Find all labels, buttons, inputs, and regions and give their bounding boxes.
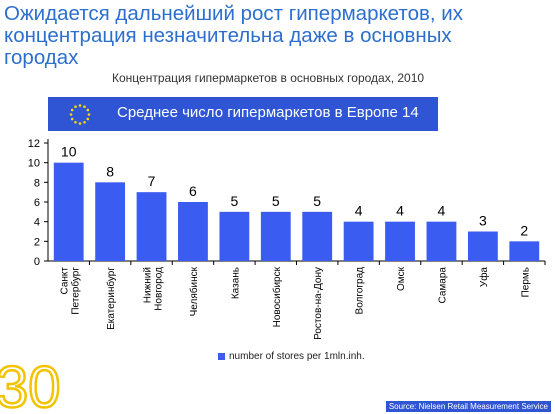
- category-label: Самара: [437, 267, 448, 304]
- y-tick-label: 0: [34, 256, 40, 268]
- y-tick-label: 8: [34, 177, 40, 189]
- category-label: Новосибирск: [271, 266, 283, 327]
- eu-star: [87, 113, 91, 116]
- category-label: Екатеринбург: [105, 267, 117, 330]
- anniversary-number: 30: [0, 355, 60, 414]
- bar: [426, 221, 457, 261]
- bar-value-label: 2: [520, 222, 528, 238]
- y-tick-label: 12: [28, 138, 40, 150]
- category-label: Волгоград: [355, 267, 366, 315]
- eu-star: [78, 122, 82, 125]
- bar-value-label: 8: [106, 163, 114, 179]
- bar-value-label: 5: [272, 193, 280, 209]
- bar: [53, 162, 84, 261]
- source-note: Source: Nielsen Retail Measurement Servi…: [385, 401, 551, 412]
- category-label: Омск: [396, 266, 407, 291]
- slide-title: Ожидается дальнейший рост гипермаркетов,…: [4, 2, 463, 69]
- bar: [95, 182, 126, 261]
- category-label: НижнийНовгород: [143, 267, 165, 311]
- europe-average-band: [48, 97, 438, 131]
- bar-value-label: 6: [189, 183, 197, 199]
- eu-star: [78, 104, 82, 107]
- y-tick-label: 2: [34, 236, 40, 248]
- anniversary-logo: 30: [0, 355, 60, 414]
- eu-star: [86, 108, 90, 112]
- eu-star: [70, 108, 74, 112]
- bar: [343, 221, 374, 261]
- bar-value-label: 7: [148, 173, 156, 189]
- y-tick-label: 4: [34, 217, 40, 229]
- eu-flag-icon: [62, 100, 98, 129]
- y-tick-label: 6: [34, 197, 40, 209]
- bar-value-label: 4: [396, 203, 404, 219]
- bar-value-label: 4: [355, 203, 363, 219]
- bar: [260, 211, 291, 261]
- bar: [302, 211, 333, 261]
- bar-value-label: 10: [61, 144, 77, 160]
- eu-star: [86, 117, 90, 121]
- category-label: Пермь: [520, 267, 531, 297]
- category-label: Казань: [230, 267, 241, 299]
- bar-value-label: 5: [230, 193, 238, 209]
- eu-star: [74, 105, 77, 109]
- eu-star: [83, 120, 86, 124]
- chart-title: Концентрация гипермаркетов в основных го…: [112, 71, 425, 85]
- bar-value-label: 5: [313, 193, 321, 209]
- bar: [219, 211, 250, 261]
- bar-value-label: 3: [479, 213, 487, 229]
- y-tick-label: 10: [28, 158, 40, 170]
- bar: [467, 231, 498, 261]
- bar: [178, 202, 208, 261]
- bar: [136, 192, 167, 261]
- eu-star: [70, 117, 74, 121]
- category-label: СанктПетербург: [60, 267, 82, 315]
- category-label: Челябинск: [188, 266, 200, 316]
- bar-value-label: 4: [438, 203, 446, 219]
- category-label: Уфа: [478, 267, 490, 288]
- bar: [509, 241, 540, 261]
- legend: number of stores per 1mln.inh.: [218, 351, 365, 362]
- europe-average-label: Среднее число гипермаркетов в Европе 14: [117, 104, 419, 121]
- category-label: Ростов-на-Дону: [313, 267, 324, 340]
- eu-star: [74, 120, 77, 124]
- eu-star: [69, 113, 73, 116]
- legend-swatch: [218, 353, 225, 360]
- bar: [385, 221, 415, 261]
- eu-star: [83, 105, 86, 109]
- legend-label: number of stores per 1mln.inh.: [229, 351, 365, 362]
